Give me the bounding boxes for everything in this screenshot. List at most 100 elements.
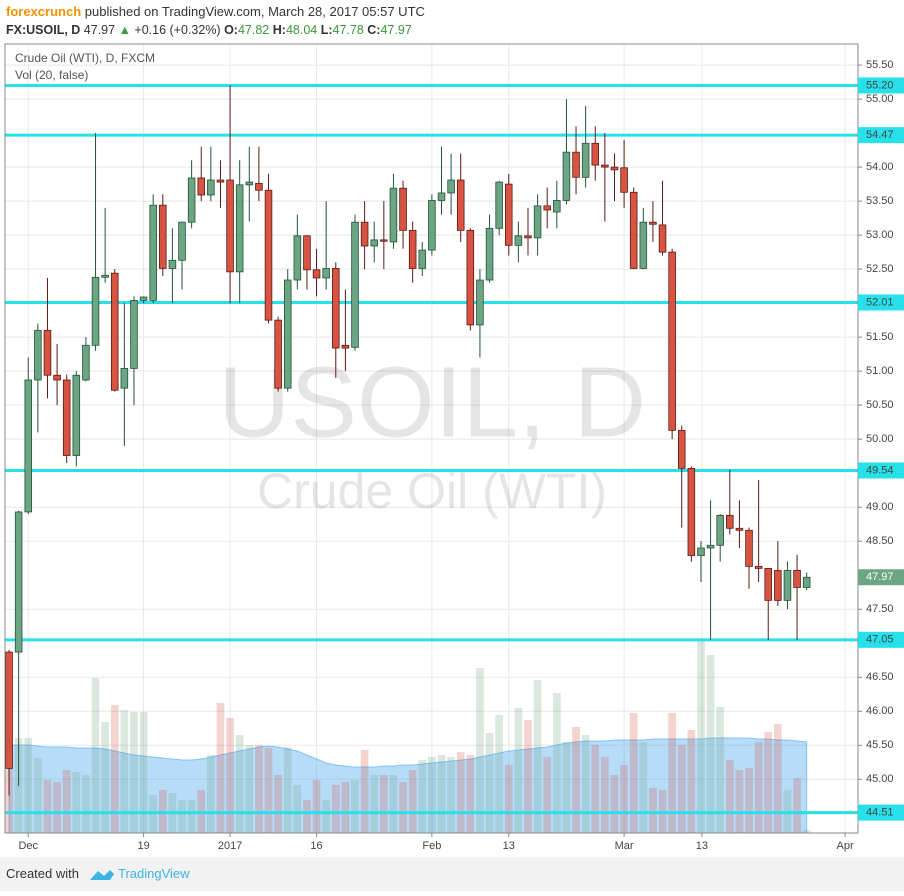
x-tick-label: Mar [615,840,634,852]
candle-body [226,179,234,273]
volume-bar [533,680,542,833]
volume-bar [802,830,811,833]
volume-bar [139,712,148,833]
volume-bar [408,770,417,833]
x-tick-label: 16 [310,840,322,852]
level-label: 52.01 [866,296,894,308]
candle-body [360,221,369,247]
y-tick-label: 50.50 [866,399,894,411]
candle-body [658,224,667,253]
volume-bar [562,742,571,833]
up-arrow: ▲ [119,23,131,37]
volume-bar [774,724,782,833]
volume-bar [283,747,292,833]
volume-ma-area [8,737,808,834]
y-tick-label: 51.00 [866,365,894,377]
candle-body [110,272,119,391]
candle-body [668,251,676,431]
candle-body [543,205,551,211]
y-tick-label: 51.50 [866,331,894,343]
volume-bar [34,758,42,833]
candle-body [43,329,52,376]
volume-bar [255,745,263,833]
candle-body [91,276,100,346]
c-label: C: [367,23,380,37]
volume-bar [216,703,225,833]
candle-body [793,570,801,588]
brand-logo [90,870,114,880]
volume-bar [207,755,215,833]
level-label: 49.54 [866,464,894,476]
volume-bar [331,785,340,833]
volume-bar [312,780,321,833]
volume-bar [303,800,311,833]
volume-bar [428,757,436,833]
watermark: USOIL, D [218,346,646,458]
level-label: 44.51 [866,807,894,819]
volume-bar [351,780,359,833]
candle-body [34,329,42,381]
candle-body [197,177,206,196]
volume-bar [322,800,331,833]
y-tick-label: 53.00 [866,229,894,241]
volume-bar [620,765,628,833]
candle-body [370,239,378,247]
candle-body [774,570,782,601]
volume-bar [754,742,763,833]
c-value: 47.97 [380,23,411,37]
legend-title: Crude Oil (WTI), D, FXCM [15,51,155,65]
y-tick-label: 54.00 [866,161,894,173]
volume-bar [178,800,186,833]
candle-body [505,183,513,246]
candle-body [524,235,532,239]
candle-body [754,565,763,569]
y-tick-label: 48.50 [866,535,894,547]
volume-bar [399,782,407,833]
candle-body [216,179,225,183]
publisher[interactable]: forexcrunch [6,4,81,19]
volume-bar [668,713,676,833]
candle-body [533,205,542,239]
y-tick-label: 53.50 [866,195,894,207]
volume-bar [524,720,532,833]
candle-body [62,379,71,456]
x-tick-label: Dec [18,840,38,852]
volume-bar [91,678,100,833]
candle-body [293,235,302,281]
o-label: O: [224,23,238,37]
h-label: H: [273,23,286,37]
volume-bar [235,735,244,833]
candle-body [130,300,138,369]
candle-body [745,529,753,567]
candle-body [322,268,330,279]
volume-bar [360,750,369,833]
volume-bar [187,800,196,833]
candle-body [351,221,359,348]
candle-body [187,177,196,223]
candle-body [53,374,61,381]
volume-bar [639,742,648,833]
volume-bar [591,745,600,833]
candle-body [562,151,571,201]
volume-bar [610,775,619,833]
candle-body [610,166,619,171]
candle-body [283,279,292,389]
legend-volume: Vol (20, false) [15,68,88,82]
level-label-box [858,127,904,144]
candle-body [581,142,590,178]
watermark-sub: Crude Oil (WTI) [257,463,607,519]
x-tick-label: 13 [503,840,515,852]
volume-bar [543,757,552,833]
candle-body [389,187,398,243]
volume-bar [629,713,638,833]
volume-bar [245,745,254,833]
footer-brand[interactable]: TradingView [118,866,190,881]
candle-body [235,184,244,273]
x-tick-label: Apr [837,840,854,852]
candle-body [5,651,13,769]
candle-body [24,379,33,513]
candle-body [312,269,321,279]
volume-bar [572,727,580,833]
volume-bar [110,705,119,833]
candle-body [601,164,609,168]
